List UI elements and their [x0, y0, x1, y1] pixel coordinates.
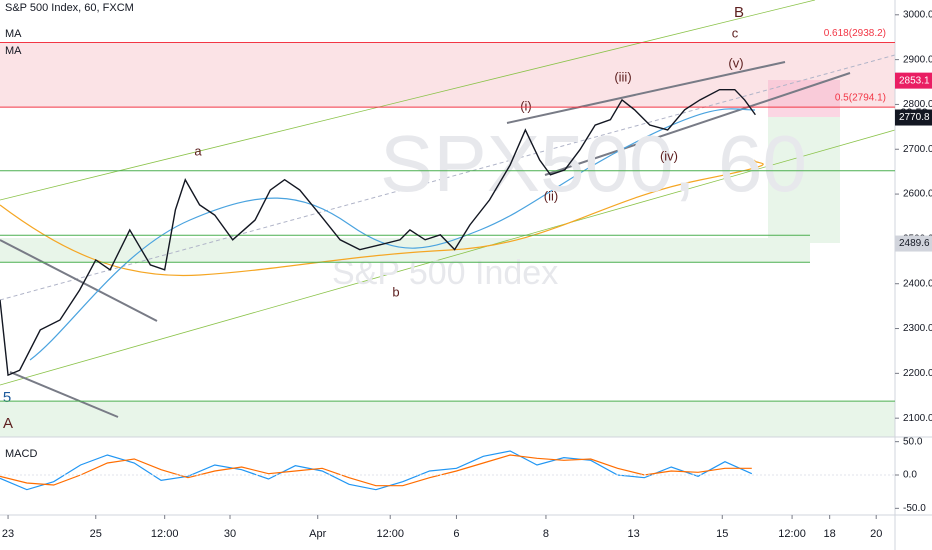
- x-tick-label: 12:00: [778, 528, 806, 540]
- channel-line: [0, 0, 816, 201]
- wedge-line: [506, 61, 786, 124]
- y-tick-label: -50.0: [903, 503, 926, 514]
- price-marker: [895, 235, 932, 252]
- price-marker: [895, 72, 932, 89]
- x-tick-label: 30: [224, 528, 236, 540]
- wave-label: c: [732, 25, 739, 40]
- x-tick-label: 18: [824, 528, 836, 540]
- y-tick-label: 2200.0: [903, 368, 932, 379]
- price-marker-label: 2853.1: [899, 75, 930, 86]
- y-tick-label: 2600.0: [903, 189, 932, 200]
- y-tick-label: 2100.0: [903, 413, 932, 424]
- x-tick-label: 23: [2, 528, 14, 540]
- wedge-line: [544, 72, 851, 176]
- price-marker-label: 2770.8: [899, 112, 930, 123]
- wave-label: A: [3, 415, 13, 432]
- target-zone: [768, 80, 840, 117]
- wedge-line: [0, 239, 158, 322]
- x-tick-label: 12:00: [376, 528, 404, 540]
- y-tick-label: 0.0: [903, 470, 917, 481]
- y-tick-label: 2700.0: [903, 144, 932, 155]
- price-marker-label: 2489.6: [899, 238, 930, 249]
- fib-label: 0.5(2794.1): [835, 93, 886, 104]
- support-zone: [0, 401, 895, 437]
- x-tick-label: Apr: [309, 528, 326, 540]
- x-tick-label: 6: [453, 528, 459, 540]
- fib-label: 0.618(2938.2): [824, 28, 886, 39]
- support-zone: [0, 238, 810, 262]
- wave-label: (iv): [660, 148, 678, 163]
- watermark: SPX500, 60: [380, 119, 807, 208]
- y-tick-label: 2900.0: [903, 54, 932, 65]
- y-tick-label: 2800.0: [903, 99, 932, 110]
- trend-line: [0, 54, 896, 301]
- x-tick-label: 25: [90, 528, 102, 540]
- wave-label: a: [194, 143, 202, 158]
- moving-average: [29, 108, 756, 361]
- indicator-label: MA: [5, 45, 22, 57]
- wave-label: (ii): [544, 188, 558, 203]
- wedge-line: [9, 371, 119, 418]
- y-tick-label: 50.0: [903, 436, 923, 447]
- x-tick-label: 15: [716, 528, 728, 540]
- wave-label: (iii): [614, 69, 631, 84]
- x-tick-label: 13: [628, 528, 640, 540]
- wave-label: 5: [3, 389, 11, 406]
- y-tick-label: 2400.0: [903, 278, 932, 289]
- wave-label: B: [734, 4, 744, 21]
- indicator-label: MA: [5, 28, 22, 40]
- macd-title: MACD: [5, 448, 37, 460]
- y-tick-label: 3000.0: [903, 9, 932, 20]
- x-tick-label: 20: [870, 528, 882, 540]
- wave-label: (i): [520, 98, 532, 113]
- watermark: S&P 500 Index: [332, 254, 558, 292]
- wave-label: b: [392, 284, 399, 299]
- x-tick-label: 12:00: [151, 528, 179, 540]
- price-marker: [895, 109, 932, 126]
- target-zone: [768, 117, 840, 243]
- macd-line: [0, 454, 752, 487]
- y-tick-label: 2300.0: [903, 323, 932, 334]
- channel-line: [0, 129, 896, 386]
- wave-label: (v): [728, 55, 743, 70]
- header-title: S&P 500 Index, 60, FXCM: [5, 2, 134, 14]
- price-line: [0, 88, 756, 377]
- x-tick-label: 8: [543, 528, 549, 540]
- fib-zone: [0, 43, 895, 107]
